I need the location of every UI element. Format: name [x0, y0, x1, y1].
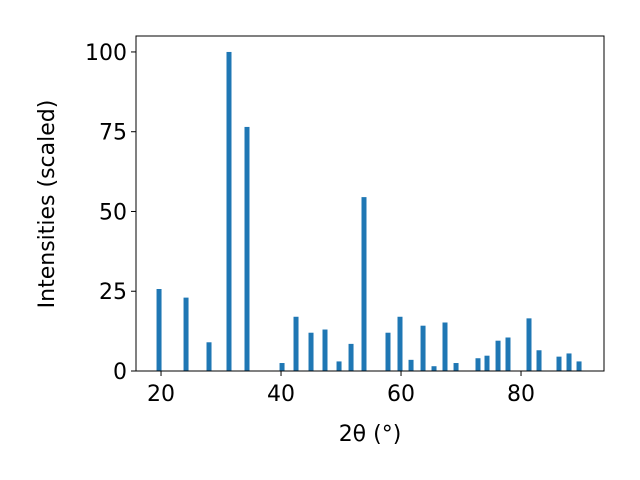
bar: [495, 340, 501, 371]
x-tick-label: 80: [507, 382, 535, 407]
bar: [408, 359, 414, 371]
bar: [442, 322, 448, 371]
bar: [156, 289, 162, 371]
bar: [420, 325, 426, 371]
bar: [226, 51, 232, 371]
bar: [536, 350, 542, 371]
x-tick-label: 40: [267, 382, 295, 407]
bar: [322, 329, 328, 371]
bar: [576, 361, 582, 371]
bar: [385, 332, 391, 371]
bar: [431, 366, 437, 371]
bar: [556, 356, 562, 371]
bar: [566, 353, 572, 371]
y-tick-label: 0: [113, 360, 127, 385]
y-tick-label: 75: [99, 121, 127, 146]
bar: [505, 337, 511, 371]
bar: [361, 197, 367, 371]
bar: [279, 363, 285, 371]
x-axis-label: 2θ (°): [339, 422, 402, 447]
bar: [244, 126, 250, 371]
bar: [453, 363, 459, 371]
y-tick-label: 50: [99, 200, 127, 225]
bar: [206, 342, 212, 371]
bar: [348, 343, 354, 371]
bar: [475, 358, 481, 371]
x-tick-label: 60: [387, 382, 415, 407]
plot-frame: [135, 35, 605, 372]
bar: [526, 318, 532, 371]
bar: [336, 361, 342, 371]
bar: [293, 316, 299, 371]
y-tick-label: 100: [85, 41, 127, 66]
x-tick-label: 20: [147, 382, 175, 407]
bar: [484, 355, 490, 371]
bar: [397, 316, 403, 371]
y-axis-label: Intensities (scaled): [35, 100, 60, 309]
bar: [183, 297, 189, 371]
bar: [308, 332, 314, 371]
y-tick-label: 25: [99, 280, 127, 305]
